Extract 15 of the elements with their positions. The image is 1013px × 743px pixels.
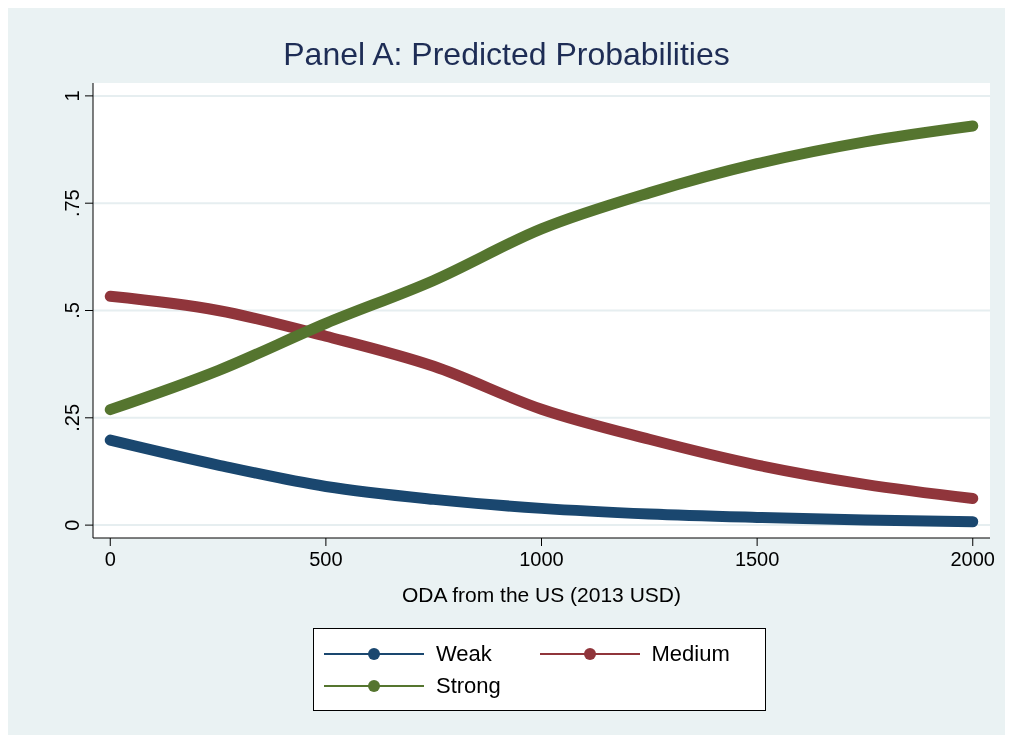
y-tick-label: 0 [61, 519, 83, 531]
y-tick-label: .75 [61, 189, 83, 218]
x-tick-label: 0 [104, 548, 116, 570]
x-axis-title: ODA from the US (2013 USD) [401, 583, 682, 607]
x-tick-label: 2000 [950, 548, 995, 570]
x-tick-label: 500 [309, 548, 343, 570]
y-tick-label: .5 [61, 302, 83, 319]
x-tick-label: 1500 [734, 548, 780, 570]
chart-title: Panel A: Predicted Probabilities [282, 36, 731, 73]
legend-label: Strong [436, 672, 501, 699]
legend-label: Weak [436, 640, 492, 667]
y-tick-label: 1 [61, 90, 83, 102]
y-tick-label: .25 [61, 403, 83, 432]
x-tick-label: 1000 [519, 548, 564, 570]
legend-label: Medium [651, 640, 730, 667]
